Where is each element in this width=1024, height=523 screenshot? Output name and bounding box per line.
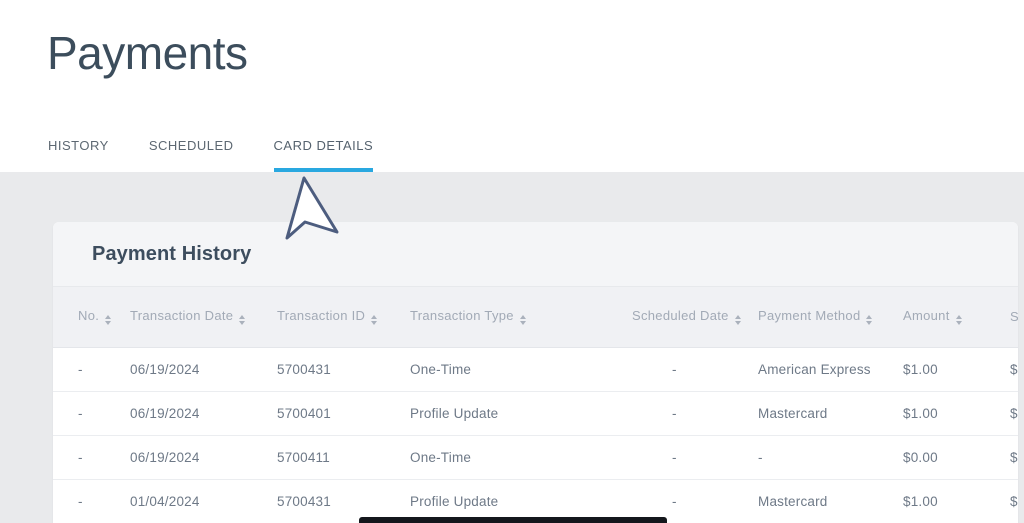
cell-transaction-id: 5700431 bbox=[277, 361, 331, 377]
cell-no: - bbox=[78, 493, 83, 509]
cell-scheduled-date: - bbox=[672, 493, 677, 509]
column-header-payment-method[interactable]: Payment Method bbox=[758, 287, 903, 348]
cell-transaction-date: 06/19/2024 bbox=[130, 361, 200, 377]
table-row: - 01/04/2024 5700431 Profile Update - Ma… bbox=[53, 479, 1018, 523]
tab-history[interactable]: HISTORY bbox=[48, 138, 109, 153]
cell-amount: $1.00 bbox=[903, 361, 938, 377]
sort-icon[interactable] bbox=[734, 315, 741, 326]
cell-amount: $1.00 bbox=[903, 493, 938, 509]
cell-no: - bbox=[78, 449, 83, 465]
cell-transaction-date: 06/19/2024 bbox=[130, 405, 200, 421]
column-header-transaction-type[interactable]: Transaction Type bbox=[410, 287, 632, 348]
tab-scheduled[interactable]: SCHEDULED bbox=[148, 138, 234, 153]
card-header: Payment History bbox=[53, 222, 1018, 287]
page-header: Payments HISTORY SCHEDULED CARD DETAILS bbox=[0, 0, 1024, 172]
sort-icon[interactable] bbox=[955, 315, 962, 326]
table-row: - 06/19/2024 5700431 One-Time - American… bbox=[53, 347, 1018, 391]
cell-transaction-id: 5700401 bbox=[277, 405, 331, 421]
sort-icon[interactable] bbox=[866, 315, 873, 326]
cell-no: - bbox=[78, 361, 83, 377]
column-header-transaction-date[interactable]: Transaction Date bbox=[130, 287, 277, 348]
cell-status-clipped: $ bbox=[1010, 405, 1018, 421]
cell-scheduled-date: - bbox=[672, 449, 677, 465]
column-header-no[interactable]: No. bbox=[53, 287, 130, 348]
cell-payment-method: American Express bbox=[758, 361, 871, 377]
cell-payment-method: Mastercard bbox=[758, 493, 828, 509]
cell-status-clipped: $ bbox=[1010, 449, 1018, 465]
cell-status-clipped: $ bbox=[1010, 361, 1018, 377]
cell-transaction-date: 06/19/2024 bbox=[130, 449, 200, 465]
cell-transaction-type: One-Time bbox=[410, 449, 472, 465]
cell-scheduled-date: - bbox=[672, 405, 677, 421]
page-title: Payments bbox=[47, 27, 248, 79]
column-header-transaction-id[interactable]: Transaction ID bbox=[277, 287, 410, 348]
cell-transaction-id: 5700431 bbox=[277, 493, 331, 509]
cell-payment-method: - bbox=[758, 449, 763, 465]
table-row: - 06/19/2024 5700401 Profile Update - Ma… bbox=[53, 391, 1018, 435]
cell-transaction-type: One-Time bbox=[410, 361, 472, 377]
tab-bar: HISTORY SCHEDULED CARD DETAILS bbox=[48, 138, 374, 172]
sort-icon[interactable] bbox=[371, 315, 378, 326]
cell-scheduled-date: - bbox=[672, 361, 677, 377]
table-row: - 06/19/2024 5700411 One-Time - - $0.00 … bbox=[53, 435, 1018, 479]
payment-history-card: Payment History No. Transaction Date Tra… bbox=[53, 222, 1018, 523]
sort-icon[interactable] bbox=[239, 315, 246, 326]
cell-no: - bbox=[78, 405, 83, 421]
tab-card-details[interactable]: CARD DETAILS bbox=[273, 138, 374, 172]
column-header-scheduled-date[interactable]: Scheduled Date bbox=[632, 287, 758, 348]
sort-icon[interactable] bbox=[519, 315, 526, 326]
cell-transaction-date: 01/04/2024 bbox=[130, 493, 200, 509]
cell-transaction-type: Profile Update bbox=[410, 493, 499, 509]
cell-transaction-id: 5700411 bbox=[277, 449, 330, 465]
cell-amount: $1.00 bbox=[903, 405, 938, 421]
cell-amount: $0.00 bbox=[903, 449, 938, 465]
pointer-arrow-cursor-icon bbox=[282, 174, 340, 242]
cell-transaction-type: Profile Update bbox=[410, 405, 499, 421]
table-header-row: No. Transaction Date Transaction ID Tran… bbox=[53, 287, 1018, 348]
payment-history-table: No. Transaction Date Transaction ID Tran… bbox=[53, 287, 1018, 523]
column-header-amount[interactable]: Amount bbox=[903, 287, 1010, 348]
cell-payment-method: Mastercard bbox=[758, 405, 828, 421]
column-header-status-clipped[interactable]: S bbox=[1010, 287, 1018, 348]
bottom-black-bar bbox=[359, 517, 667, 523]
payments-content-area: Payment History No. Transaction Date Tra… bbox=[0, 172, 1024, 523]
sort-icon[interactable] bbox=[105, 315, 112, 326]
cell-status-clipped: $ bbox=[1010, 493, 1018, 509]
card-heading: Payment History bbox=[92, 242, 252, 265]
